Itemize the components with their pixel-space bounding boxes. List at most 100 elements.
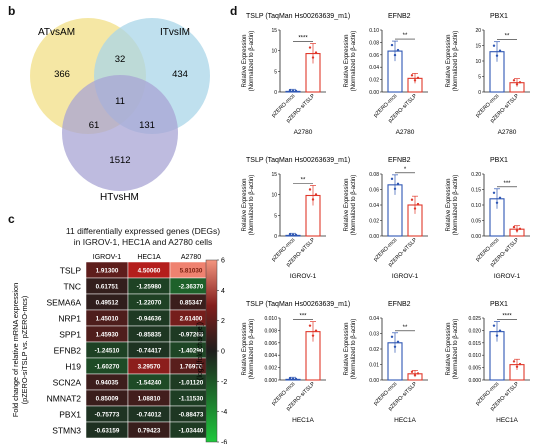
barplot-grid: TSLP (TaqMan Hs00263639_m1) Relative Expr… (242, 13, 530, 424)
barplot-ylabel-1: Relative Expression (446, 178, 452, 231)
significance-marker: **** (298, 36, 308, 42)
barplot-point (410, 198, 414, 201)
barplot-point (288, 232, 292, 236)
barplot-ytick-label: 15 (475, 44, 481, 50)
barplot-ytick-label: 15 (271, 28, 277, 34)
barplot-point (390, 177, 394, 181)
venn-label-at: ATvsAM (38, 27, 75, 38)
colorbar-tick-label: -4 (221, 409, 227, 416)
significance-marker: *** (503, 181, 511, 187)
heatmap-row-label: H19 (65, 362, 81, 372)
barplot-ytick-label: 0.01 (369, 363, 379, 369)
barplot-cell-label: HEC1A (394, 417, 416, 424)
significance-marker: * (404, 167, 407, 173)
barplot-ylabel-1: Relative Expression (344, 34, 350, 87)
barplot-ytick-label: 0.08 (369, 40, 379, 46)
colorbar-label: (log2[fold change]) (197, 322, 204, 380)
barplot-point (492, 44, 496, 47)
barplot-point (308, 188, 312, 191)
barplot-ytick-label: 0.10 (369, 28, 379, 34)
heatmap-cell-value: -1.40290 (179, 348, 204, 355)
barplot-point (393, 345, 397, 348)
barplot-point (288, 376, 292, 380)
heatmap-cell-value: 1.76970 (180, 364, 203, 371)
barplot-cell-label: IGROV-1 (392, 273, 419, 280)
barplot-title: PBX1 (490, 157, 508, 164)
barplot-ytick-label: 0.000 (468, 378, 481, 384)
barplot-point (492, 324, 496, 327)
heatmap-row-label: SEMA6A (47, 298, 82, 308)
venn-count-at-ht: 61 (89, 120, 100, 131)
barplot-title: EFNB2 (388, 157, 411, 164)
barplot-ytick-label: 0 (478, 90, 481, 96)
colorbar-tick-label: -2 (221, 379, 227, 386)
heatmap-row-label: PBX1 (59, 410, 81, 420)
barplot-ytick-label: 10 (271, 49, 277, 55)
barplot-point (396, 340, 400, 343)
heatmap-cell-value: 2.61400 (180, 316, 203, 323)
heatmap-cell-value: -1.11530 (179, 396, 204, 403)
barplot-point (390, 335, 394, 338)
barplot-point (393, 53, 397, 57)
barplot-ytick-label: 0.005 (468, 366, 481, 372)
heatmap-cell-value: 0.49512 (96, 300, 119, 307)
barplot-ytick-label: 0.008 (264, 328, 277, 334)
venn-label-it: ITvsIM (160, 27, 190, 38)
heatmap-colorbar (205, 259, 218, 443)
barplot-point (498, 49, 502, 52)
colorbar-tick-label: 4 (221, 288, 225, 295)
venn-count-ht-only: 1512 (109, 155, 130, 166)
significance-marker: *** (299, 314, 307, 320)
barplot-point (512, 225, 516, 229)
barplot-ytick-label: 10 (475, 59, 481, 65)
venn-count-it-only: 434 (172, 69, 188, 80)
heatmap-cell-value: -0.94636 (137, 316, 162, 323)
barplot-ylabel-1: Relative Expression (242, 322, 248, 375)
barplot-point (294, 233, 298, 237)
heatmap-cell-value: 4.50060 (138, 268, 161, 275)
barplot-point (291, 377, 295, 381)
heatmap-cell-value: -0.85835 (137, 332, 162, 339)
barplot-point (416, 76, 420, 80)
barplot-point (308, 46, 312, 49)
barplot-point (291, 233, 295, 237)
venn-count-at-it: 32 (115, 54, 126, 65)
heatmap-cell-value: -1.01120 (179, 380, 204, 387)
heatmap-cell-value: -0.88473 (179, 412, 204, 419)
barplot-point (495, 54, 499, 57)
barplot-point (495, 201, 499, 204)
heatmap-row-label: NMNAT2 (47, 394, 82, 404)
barplot-ytick-label: 0.00 (369, 378, 379, 384)
barplot-cell-label: A2780 (294, 129, 313, 136)
barplot-cell-label: HEC1A (292, 417, 314, 424)
barplot-ylabel-1: Relative Expression (242, 34, 248, 87)
panel-label-c: c (8, 212, 15, 226)
heatmap-cell-value: -0.97266 (179, 332, 204, 339)
barplot-ylabel-2: (Normalized to β-actin) (453, 319, 459, 380)
barplot-ytick-label: 0.02 (369, 78, 379, 84)
heatmap-cell-value: 1.08810 (138, 396, 161, 403)
barplot-ytick-label: 0.03 (369, 332, 379, 338)
barplot-cell-label: A2780 (396, 129, 415, 136)
barplot-ytick-label: 0.015 (468, 341, 481, 347)
heatmap-column-header: HEC1A (137, 254, 161, 261)
barplot-point (294, 89, 298, 93)
heatmap-cell-value: -0.63159 (95, 428, 120, 435)
barplot-title: TSLP (TaqMan Hs00263639_m1) (246, 157, 350, 164)
barplot-cell-label: IGROV-1 (494, 273, 521, 280)
significance-marker: ** (505, 34, 510, 40)
heatmap-row-label: NRP1 (58, 314, 81, 324)
barplot-ytick-label: 0.04 (369, 65, 379, 71)
barplot-ylabel-1: Relative Expression (344, 178, 350, 231)
heatmap-cell-value: -0.74012 (137, 412, 162, 419)
barplot-cell-label: A2780 (498, 129, 517, 136)
significance-marker: ** (403, 33, 408, 39)
barplot-ytick-label: 0.010 (468, 353, 481, 359)
barplot-ytick-label: 0.15 (471, 188, 481, 194)
barplot-point (498, 196, 502, 199)
barplot-point (416, 372, 420, 375)
heatmap-cell-value: 0.61751 (96, 284, 119, 291)
barplot-point (413, 207, 417, 210)
barplot-point (413, 79, 417, 82)
barplot-ylabel-2: (Normalized to β-actin) (351, 31, 357, 92)
